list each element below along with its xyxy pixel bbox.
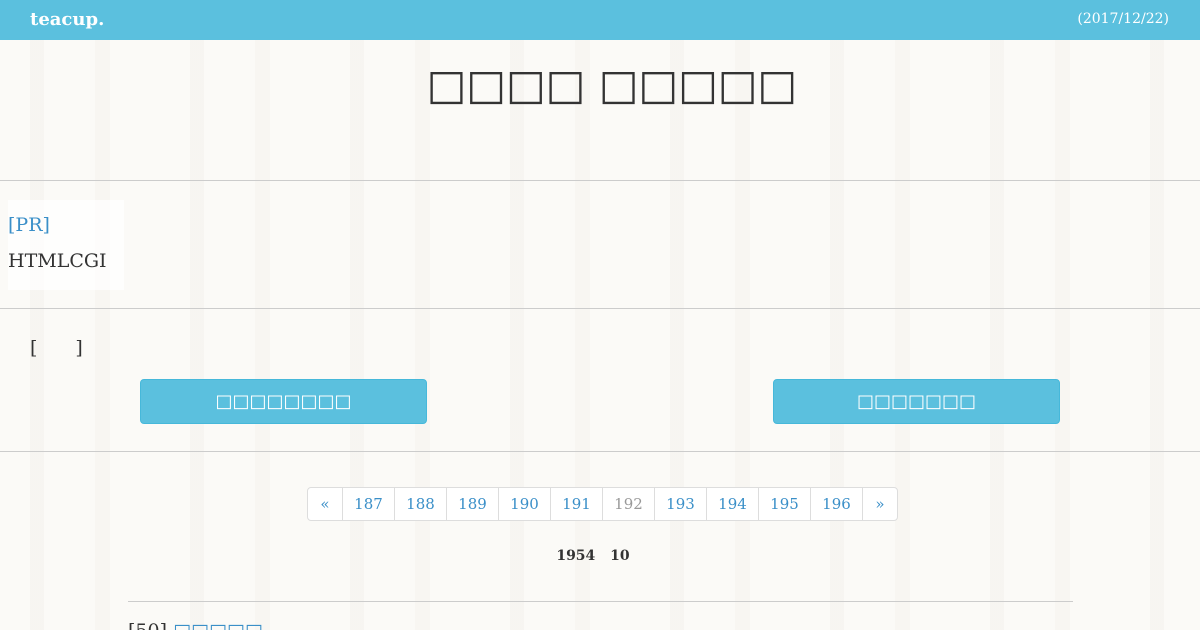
page-link[interactable]: 195 <box>758 488 810 520</box>
divider <box>128 601 1073 602</box>
entry-number: [50] <box>128 620 167 630</box>
bracket: [ ] <box>30 337 83 359</box>
button[interactable]: □□□□□□□□ <box>140 379 427 424</box>
ad-box <box>8 200 124 290</box>
entry: [50] □□□□□ <box>128 620 263 630</box>
page-link[interactable]: 189 <box>446 488 498 520</box>
next-page[interactable]: » <box>862 488 897 520</box>
page-link[interactable]: 188 <box>394 488 446 520</box>
summary: 1954 10 <box>0 548 1186 564</box>
header-bar <box>0 0 1200 40</box>
button[interactable]: □□□□□□□ <box>773 379 1060 424</box>
prev-page[interactable]: « <box>320 495 330 513</box>
divider <box>0 451 1200 452</box>
divider <box>0 308 1200 309</box>
page-link[interactable]: 191 <box>550 488 602 520</box>
page-link: 192 <box>602 488 654 520</box>
pagination: « 187 188 189 190 191 192 193 194 195 196» <box>307 487 898 521</box>
ad-text: HTMLCGI <box>8 250 107 272</box>
entry-link[interactable]: □□□□□ <box>173 620 263 630</box>
brand[interactable]: teacup. <box>30 9 105 30</box>
page-link[interactable]: 187 <box>342 488 394 520</box>
page-link[interactable]: 193 <box>654 488 706 520</box>
page-link[interactable]: 194 <box>706 488 758 520</box>
title: □□□□ □□□□□ <box>426 60 798 109</box>
total: 1954 <box>556 548 596 564</box>
page-link[interactable]: 196 <box>810 488 862 520</box>
page-link[interactable]: 190 <box>498 488 550 520</box>
date: (2017/12/22) <box>1077 11 1169 27</box>
divider <box>0 180 1200 181</box>
ad-label[interactable]: [PR] <box>8 214 50 236</box>
per-page: 10 <box>610 548 630 564</box>
